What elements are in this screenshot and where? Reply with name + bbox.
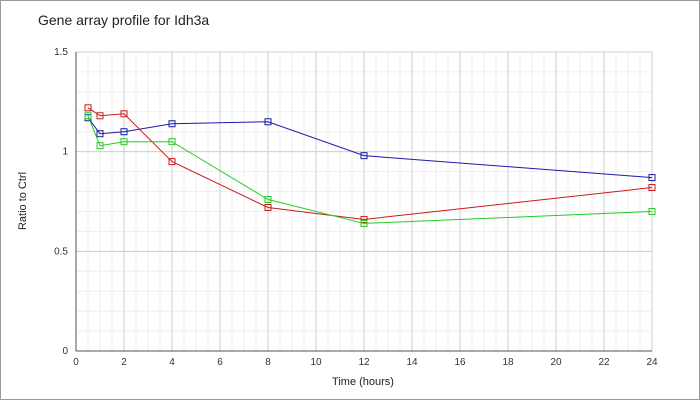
data-point-marker [84, 104, 92, 112]
x-axis-ticks: 0 2 4 6 8 10 12 14 16 18 20 22 24 [73, 357, 658, 368]
data-point-marker [96, 142, 104, 150]
data-point-marker [120, 110, 128, 118]
x-tick-label: 24 [646, 357, 658, 368]
x-tick-label: 10 [310, 357, 322, 368]
x-tick-label: 16 [454, 357, 466, 368]
x-tick-label: 20 [550, 357, 562, 368]
data-point-marker [168, 138, 176, 146]
data-point-marker [648, 174, 656, 182]
data-point-marker [264, 118, 272, 126]
x-tick-label: 18 [502, 357, 514, 368]
data-point-marker [264, 203, 272, 211]
data-point-marker [84, 112, 92, 120]
y-axis-label: Ratio to Ctrl [17, 172, 29, 230]
major-gridlines [75, 51, 653, 352]
series-layer [84, 104, 656, 227]
x-axis-label: Time (hours) [332, 376, 394, 388]
series-line [87, 107, 653, 220]
series-1 [84, 114, 656, 182]
x-tick-label: 4 [169, 357, 175, 368]
y-tick-label: 0.5 [54, 246, 68, 257]
data-point-marker [264, 196, 272, 204]
data-point-marker [648, 207, 656, 215]
y-tick-label: 1 [62, 147, 68, 158]
chart-axes [75, 52, 652, 352]
y-axis-ticks: 0 0.5 1 1.5 [54, 47, 68, 357]
x-tick-label: 8 [265, 357, 271, 368]
x-tick-label: 22 [598, 357, 610, 368]
series-line [87, 115, 653, 224]
data-point-marker [648, 184, 656, 192]
x-tick-label: 14 [406, 357, 418, 368]
y-tick-label: 1.5 [54, 47, 68, 58]
data-point-marker [120, 128, 128, 136]
data-point-marker [360, 215, 368, 223]
data-point-marker [168, 158, 176, 166]
chart-title: Gene array profile for Idh3a [38, 12, 210, 28]
data-point-marker [96, 130, 104, 138]
x-tick-label: 0 [73, 357, 79, 368]
x-tick-label: 2 [121, 357, 127, 368]
series-3 [84, 112, 656, 227]
series-line [87, 117, 653, 179]
series-2 [84, 104, 656, 223]
y-tick-label: 0 [62, 346, 68, 357]
data-point-marker [168, 120, 176, 128]
data-point-marker [120, 138, 128, 146]
x-tick-label: 12 [358, 357, 370, 368]
data-point-marker [96, 112, 104, 120]
data-point-marker [360, 219, 368, 227]
x-tick-label: 6 [217, 357, 223, 368]
data-point-marker [360, 152, 368, 160]
